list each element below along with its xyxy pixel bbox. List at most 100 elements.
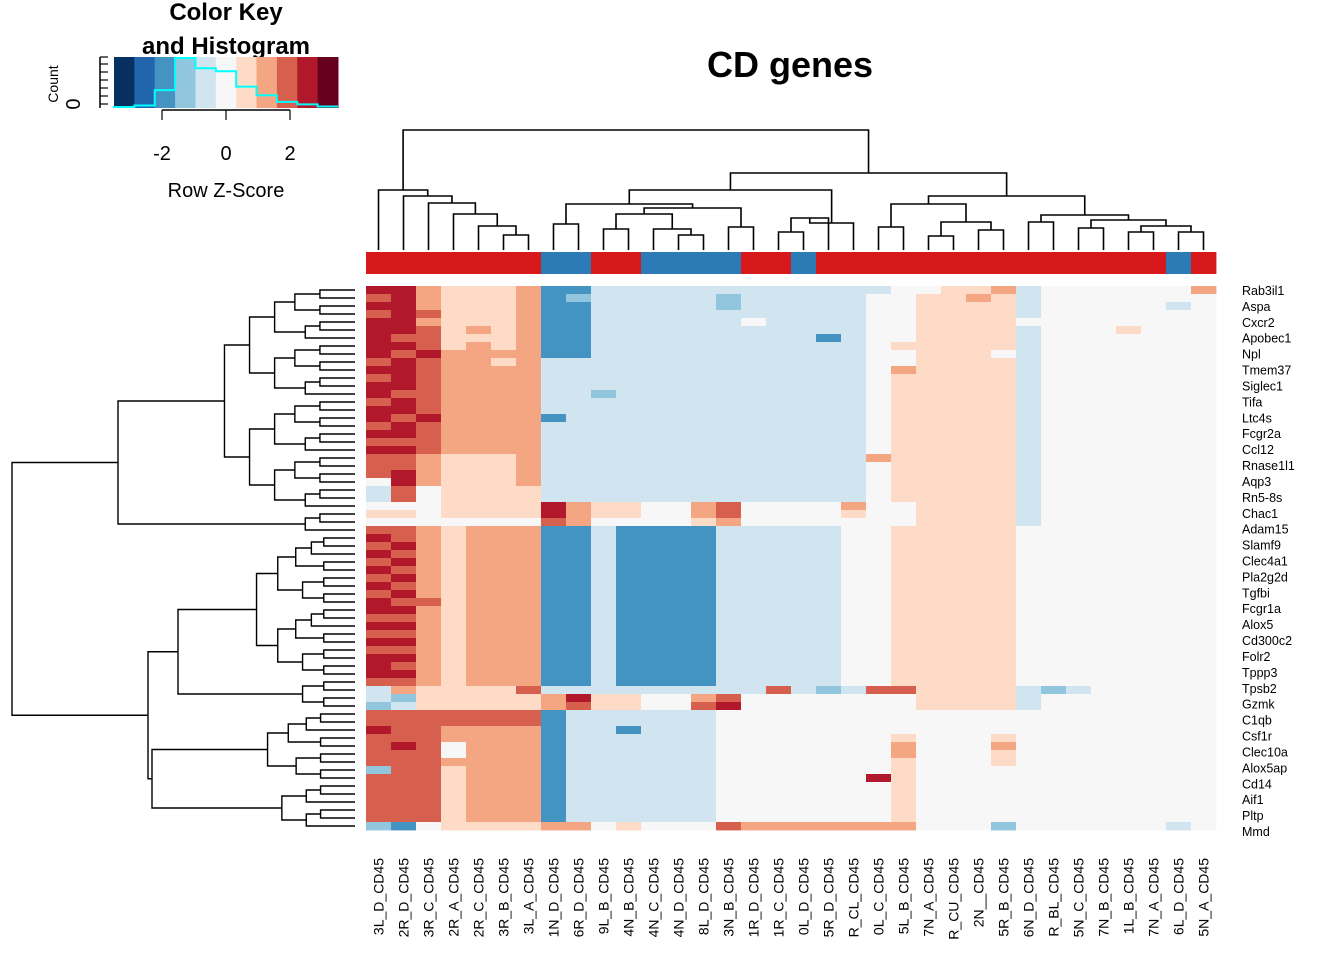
heatmap-cell [1066, 710, 1092, 719]
heatmap-cell [1116, 446, 1142, 455]
heatmap-cell [491, 790, 517, 799]
heatmap-cell [516, 774, 542, 783]
heatmap-cell [491, 454, 517, 463]
heatmap-cell [1166, 510, 1192, 519]
heatmap-cell [816, 510, 842, 519]
heatmap-cell [1166, 710, 1192, 719]
heatmap-cell [991, 774, 1017, 783]
heatmap-cell [716, 454, 742, 463]
heatmap-cell [991, 374, 1017, 383]
dendrogram-branch [552, 223, 580, 250]
heatmap-cell [866, 430, 892, 439]
heatmap-cell [716, 782, 742, 791]
heatmap-cell [366, 766, 392, 775]
heatmap-cell [816, 670, 842, 679]
heatmap-cell [441, 366, 467, 375]
heatmap-cell [1091, 414, 1117, 423]
heatmap-cell [666, 414, 692, 423]
heatmap-cell [891, 694, 917, 703]
heatmap-cell [616, 470, 642, 479]
heatmap-cell [366, 526, 392, 535]
heatmap-cell [1116, 686, 1142, 695]
heatmap-cell [766, 750, 792, 759]
heatmap-cell [441, 294, 467, 303]
heatmap-cell [1091, 782, 1117, 791]
heatmap-cell [841, 734, 867, 743]
heatmap-cell [591, 766, 617, 775]
heatmap-cell [591, 342, 617, 351]
heatmap-cell [591, 710, 617, 719]
heatmap-cell [1191, 318, 1217, 327]
heatmap-cell [366, 510, 392, 519]
heatmap-cell [1191, 582, 1217, 591]
heatmap-cell [441, 502, 467, 511]
heatmap-cell [491, 766, 517, 775]
heatmap-cell [941, 742, 967, 751]
heatmap-cell [841, 694, 867, 703]
heatmap-cell [841, 302, 867, 311]
heatmap-cell [941, 422, 967, 431]
heatmap-cell [916, 486, 942, 495]
heatmap-cell [991, 414, 1017, 423]
heatmap-cell [891, 470, 917, 479]
heatmap-cell [966, 646, 992, 655]
heatmap-cell [691, 606, 717, 615]
heatmap-cell [366, 398, 392, 407]
heatmap-cell [791, 502, 817, 511]
heatmap-cell [816, 566, 842, 575]
dendrogram-branch [294, 405, 320, 423]
heatmap-cell [441, 734, 467, 743]
heatmap-cell [641, 326, 667, 335]
heatmap-cell [1066, 438, 1092, 447]
heatmap-cell [691, 694, 717, 703]
heatmap-cell [816, 686, 842, 695]
heatmap-cell [541, 550, 567, 559]
heatmap-cell [441, 550, 467, 559]
heatmap-cell [991, 742, 1017, 751]
column-label: 5R_D_CD45 [821, 858, 837, 938]
heatmap-cell [791, 326, 817, 335]
group-bar-cell [766, 252, 792, 274]
heatmap-cell [1166, 790, 1192, 799]
heatmap-cell [1166, 574, 1192, 583]
heatmap-cell [916, 694, 942, 703]
heatmap-cell [641, 478, 667, 487]
heatmap-cell [591, 822, 617, 831]
heatmap-cell [566, 814, 592, 823]
heatmap-cell [566, 478, 592, 487]
heatmap-cell [891, 302, 917, 311]
heatmap-cell [1191, 534, 1217, 543]
heatmap-cell [891, 726, 917, 735]
heatmap-cell [1141, 390, 1167, 399]
heatmap-cell [416, 798, 442, 807]
heatmap-cell [591, 806, 617, 815]
heatmap-cell [916, 510, 942, 519]
heatmap-cell [791, 446, 817, 455]
heatmap-cell [541, 470, 567, 479]
heatmap-cell [841, 806, 867, 815]
heatmap-cell [566, 534, 592, 543]
heatmap-cell [591, 598, 617, 607]
heatmap-cell [966, 654, 992, 663]
heatmap-cell [841, 334, 867, 343]
heatmap-cell [766, 406, 792, 415]
heatmap-cell [691, 638, 717, 647]
heatmap-cell [541, 758, 567, 767]
heatmap-cell [1141, 726, 1167, 735]
heatmap-cell [916, 446, 942, 455]
heatmap-cell [516, 438, 542, 447]
heatmap-cell [566, 758, 592, 767]
heatmap-cell [916, 550, 942, 559]
row-label: Adam15 [1242, 523, 1289, 537]
heatmap-cell [516, 430, 542, 439]
heatmap-cell [416, 446, 442, 455]
heatmap-cell [691, 750, 717, 759]
heatmap-cell [991, 726, 1017, 735]
heatmap-cell [541, 366, 567, 375]
heatmap-cell [1191, 558, 1217, 567]
heatmap-cell [516, 478, 542, 487]
group-bar-cell [1191, 252, 1217, 274]
heatmap-cell [691, 550, 717, 559]
heatmap-cell [1041, 790, 1067, 799]
